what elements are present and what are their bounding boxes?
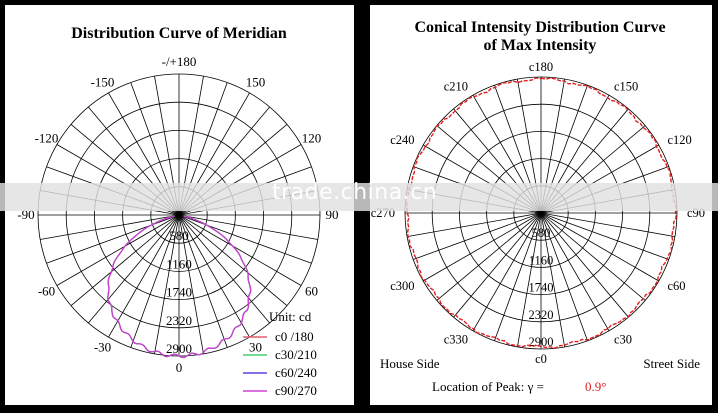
angle-label: -30 bbox=[94, 340, 111, 355]
grid-spoke bbox=[413, 212, 542, 260]
grid-spoke bbox=[540, 212, 659, 282]
grid-spoke bbox=[130, 214, 180, 348]
grid-spoke bbox=[516, 212, 542, 348]
angle-label: 150 bbox=[246, 74, 266, 89]
grid-spoke bbox=[178, 214, 318, 240]
radial-tick-label: 580 bbox=[169, 228, 189, 243]
grid-spoke bbox=[178, 214, 204, 354]
house-side-label: House Side bbox=[380, 356, 440, 371]
angle-label: c60 bbox=[667, 279, 685, 293]
grid-spoke bbox=[46, 214, 180, 264]
grid-spoke bbox=[178, 214, 250, 338]
grid-spoke bbox=[494, 212, 542, 341]
radial-tick-label: 1740 bbox=[166, 285, 192, 300]
peak-location-label: Location of Peak: γ = bbox=[432, 379, 544, 394]
angle-label: 120 bbox=[302, 131, 322, 146]
angle-label: c330 bbox=[444, 332, 468, 346]
radial-tick-label: 2320 bbox=[529, 308, 554, 322]
radial-tick-label: 2320 bbox=[166, 313, 192, 328]
grid-spoke bbox=[540, 212, 588, 341]
meridian-title: Distribution Curve of Meridian bbox=[71, 25, 287, 42]
grid-spoke bbox=[70, 214, 180, 306]
grid-spoke bbox=[40, 214, 180, 240]
conical-series-line bbox=[405, 77, 677, 349]
radial-tick-label: 1160 bbox=[529, 253, 554, 267]
grid-spoke bbox=[540, 212, 610, 331]
angle-label: 30 bbox=[249, 340, 262, 355]
meridian-series bbox=[107, 215, 252, 359]
angle-label: c180 bbox=[529, 60, 553, 74]
street-side-label: Street Side bbox=[643, 356, 700, 371]
angle-label: c300 bbox=[390, 279, 414, 293]
unit-label: Unit: cd bbox=[269, 309, 312, 324]
meridian-series-line bbox=[107, 215, 252, 359]
grid-spoke bbox=[56, 214, 180, 286]
grid-spoke bbox=[540, 212, 629, 318]
grid-spoke bbox=[178, 214, 270, 324]
conical-title-line1: Conical Intensity Distribution Curve bbox=[414, 19, 665, 36]
angle-label: -150 bbox=[91, 74, 115, 89]
meridian-radial-labels: 580 1160 1740 2320 2900 bbox=[166, 228, 192, 356]
conical-angle-labels: c180c150c120c90c60c30c0c330c300c270c240c… bbox=[371, 60, 705, 366]
grid-spoke bbox=[178, 214, 228, 348]
angle-label: c150 bbox=[614, 80, 638, 94]
angle-label: 60 bbox=[305, 284, 318, 299]
radial-tick-label: 2900 bbox=[166, 341, 192, 356]
angle-label: -120 bbox=[35, 131, 59, 146]
watermark-text: trade.china.cn bbox=[272, 180, 438, 205]
grid-spoke bbox=[540, 212, 669, 260]
radial-tick-label: 1740 bbox=[529, 281, 554, 295]
legend-label: c30/210 bbox=[275, 347, 317, 362]
angle-label: 0 bbox=[176, 360, 183, 375]
conical-series bbox=[405, 77, 677, 349]
legend-label: c90/270 bbox=[275, 383, 317, 398]
meridian-chart: Distribution Curve of Meridian -/+180 150… bbox=[17, 25, 338, 398]
angle-label: c210 bbox=[444, 80, 468, 94]
radial-tick-label: 1160 bbox=[166, 256, 192, 271]
grid-spoke bbox=[178, 214, 312, 264]
angle-label: c0 bbox=[535, 352, 547, 366]
grid-spoke bbox=[178, 214, 288, 306]
watermark-band bbox=[0, 183, 718, 211]
grid-spoke bbox=[436, 212, 542, 301]
angle-label: c120 bbox=[667, 133, 691, 147]
angle-label: -60 bbox=[38, 284, 55, 299]
meridian-legend: c0 /180 c30/210 c60/240 c90/270 bbox=[243, 329, 317, 398]
grid-spoke bbox=[453, 212, 542, 318]
grid-spoke bbox=[108, 214, 180, 338]
grid-spoke bbox=[540, 212, 566, 348]
angle-label: c30 bbox=[614, 332, 632, 346]
grid-spoke bbox=[178, 214, 302, 286]
grid-spoke bbox=[406, 212, 542, 238]
grid-spoke bbox=[540, 212, 676, 238]
angle-label: -/+180 bbox=[162, 54, 197, 69]
grid-spoke bbox=[88, 214, 180, 324]
grid-spoke bbox=[423, 212, 542, 282]
legend-label: c60/240 bbox=[275, 365, 317, 380]
radial-tick-label: 580 bbox=[532, 226, 551, 240]
angle-label: c240 bbox=[390, 133, 414, 147]
peak-location-value: 0.9° bbox=[585, 379, 606, 394]
legend-label: c0 /180 bbox=[275, 329, 314, 344]
grid-spoke bbox=[540, 212, 646, 301]
conical-title-line2: of Max Intensity bbox=[484, 37, 597, 54]
grid-spoke bbox=[154, 214, 180, 354]
grid-spoke bbox=[472, 212, 542, 331]
